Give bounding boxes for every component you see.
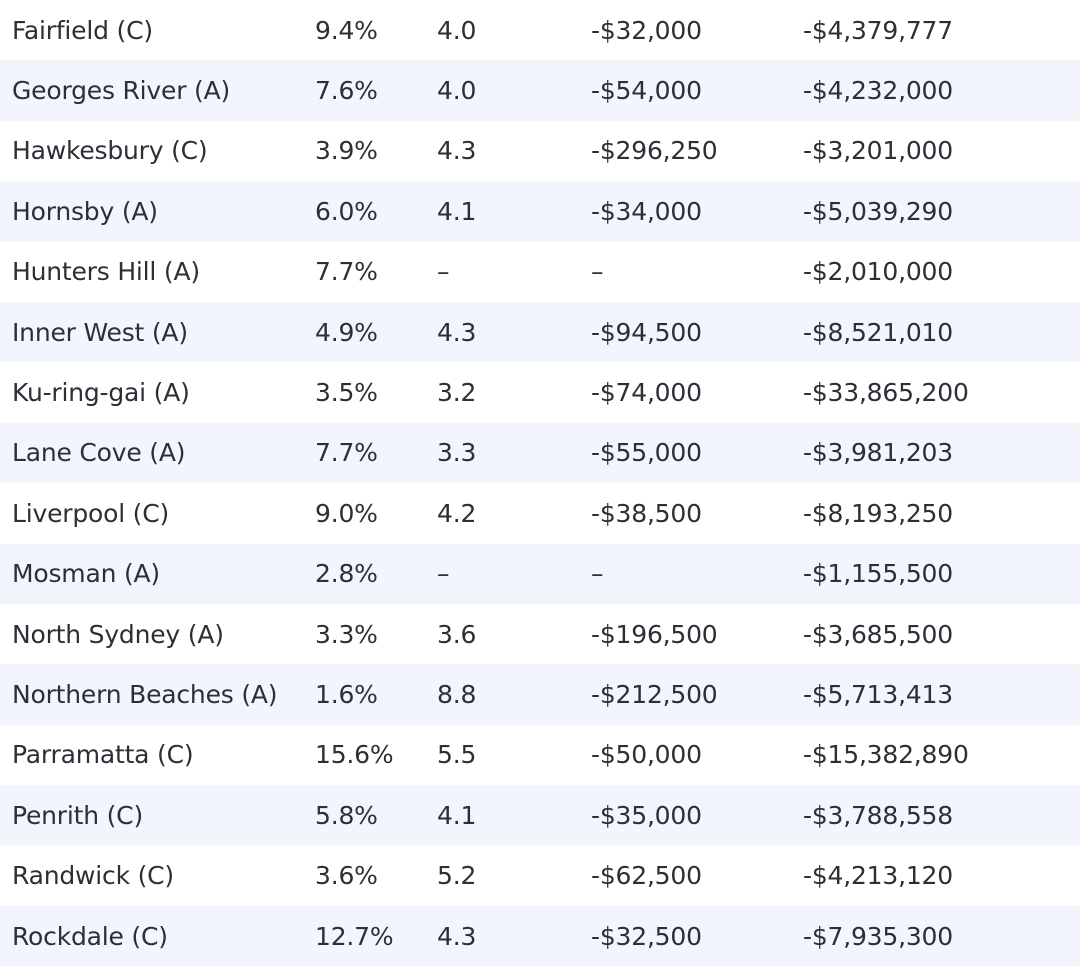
table-row: North Sydney (A) 3.3% 3.6 -$196,500 -$3,…: [0, 604, 1080, 664]
council-name: Randwick (C): [12, 861, 174, 891]
percent-value: 12.7%: [315, 921, 394, 951]
table-row: Hawkesbury (C) 3.9% 4.3 -$296,250 -$3,20…: [0, 121, 1080, 181]
council-name: Hunters Hill (A): [12, 257, 200, 287]
ratio-value: 3.2: [437, 378, 477, 408]
percent-value: 6.0%: [315, 196, 378, 226]
table-row: Parramatta (C) 15.6% 5.5 -$50,000 -$15,3…: [0, 725, 1080, 785]
ratio-value: 4.0: [437, 76, 477, 106]
amount-value: -$32,500: [591, 921, 702, 951]
amount-value: -$50,000: [591, 740, 702, 770]
ratio-value: 4.2: [437, 498, 477, 528]
amount-value: –: [591, 257, 604, 287]
total-value: -$2,010,000: [803, 257, 953, 287]
council-name: Hornsby (A): [12, 196, 158, 226]
table-row: Penrith (C) 5.8% 4.1 -$35,000 -$3,788,55…: [0, 785, 1080, 846]
amount-value: -$212,500: [591, 679, 718, 709]
table-row: Rockdale (C) 12.7% 4.3 -$32,500 -$7,935,…: [0, 905, 1080, 967]
amount-value: -$62,500: [591, 861, 702, 891]
council-name: Liverpool (C): [12, 498, 170, 528]
total-value: -$3,788,558: [803, 800, 953, 830]
ratio-value: –: [437, 257, 450, 287]
percent-value: 3.9%: [315, 136, 378, 166]
council-name: Hawkesbury (C): [12, 136, 208, 166]
council-name: Ku-ring-gai (A): [12, 378, 190, 408]
amount-value: -$35,000: [591, 800, 702, 830]
total-value: -$4,232,000: [803, 76, 953, 106]
amount-value: -$38,500: [591, 498, 702, 528]
percent-value: 7.6%: [315, 76, 378, 106]
amount-value: -$34,000: [591, 196, 702, 226]
table-row: Mosman (A) 2.8% – – -$1,155,500: [0, 543, 1080, 604]
ratio-value: 4.3: [437, 317, 477, 347]
percent-value: 3.5%: [315, 378, 378, 408]
total-value: -$3,981,203: [803, 438, 953, 468]
total-value: -$8,193,250: [803, 498, 953, 528]
percent-value: 2.8%: [315, 559, 378, 589]
ratio-value: 5.5: [437, 740, 477, 770]
table-row: Inner West (A) 4.9% 4.3 -$94,500 -$8,521…: [0, 301, 1080, 363]
ratio-value: 3.6: [437, 619, 477, 649]
percent-value: 9.4%: [315, 15, 378, 45]
percent-value: 1.6%: [315, 679, 378, 709]
total-value: -$33,865,200: [803, 378, 969, 408]
council-name: Lane Cove (A): [12, 438, 186, 468]
total-value: -$4,379,777: [803, 15, 953, 45]
table-row: Randwick (C) 3.6% 5.2 -$62,500 -$4,213,1…: [0, 845, 1080, 905]
table-row: Fairfield (C) 9.4% 4.0 -$32,000 -$4,379,…: [0, 0, 1080, 60]
percent-value: 7.7%: [315, 257, 378, 287]
amount-value: -$74,000: [591, 378, 702, 408]
council-name: Georges River (A): [12, 76, 231, 106]
total-value: -$8,521,010: [803, 317, 953, 347]
total-value: -$5,713,413: [803, 679, 953, 709]
total-value: -$7,935,300: [803, 921, 953, 951]
table-row: Lane Cove (A) 7.7% 3.3 -$55,000 -$3,981,…: [0, 422, 1080, 484]
total-value: -$5,039,290: [803, 196, 953, 226]
council-name: Mosman (A): [12, 559, 160, 589]
council-name: Fairfield (C): [12, 15, 153, 45]
total-value: -$4,213,120: [803, 861, 953, 891]
table-row: Georges River (A) 7.6% 4.0 -$54,000 -$4,…: [0, 60, 1080, 121]
amount-value: -$296,250: [591, 136, 718, 166]
percent-value: 3.6%: [315, 861, 378, 891]
ratio-value: 4.0: [437, 15, 477, 45]
council-name: Northern Beaches (A): [12, 679, 278, 709]
ratio-value: 4.1: [437, 196, 477, 226]
amount-value: -$54,000: [591, 76, 702, 106]
table-row: Liverpool (C) 9.0% 4.2 -$38,500 -$8,193,…: [0, 483, 1080, 543]
percent-value: 9.0%: [315, 498, 378, 528]
ratio-value: 8.8: [437, 679, 477, 709]
table-row: Northern Beaches (A) 1.6% 8.8 -$212,500 …: [0, 664, 1080, 725]
amount-value: -$196,500: [591, 619, 718, 649]
ratio-value: 4.3: [437, 136, 477, 166]
percent-value: 4.9%: [315, 317, 378, 347]
council-name: North Sydney (A): [12, 619, 224, 649]
percent-value: 15.6%: [315, 740, 394, 770]
council-name: Inner West (A): [12, 317, 188, 347]
amount-value: -$94,500: [591, 317, 702, 347]
percent-value: 5.8%: [315, 800, 378, 830]
council-name: Rockdale (C): [12, 921, 168, 951]
percent-value: 3.3%: [315, 619, 378, 649]
table-row: Ku-ring-gai (A) 3.5% 3.2 -$74,000 -$33,8…: [0, 362, 1080, 422]
amount-value: -$55,000: [591, 438, 702, 468]
amount-value: -$32,000: [591, 15, 702, 45]
total-value: -$15,382,890: [803, 740, 969, 770]
total-value: -$3,685,500: [803, 619, 953, 649]
table-row: Hunters Hill (A) 7.7% – – -$2,010,000: [0, 242, 1080, 302]
percent-value: 7.7%: [315, 438, 378, 468]
ratio-value: 4.1: [437, 800, 477, 830]
ratio-value: 5.2: [437, 861, 477, 891]
total-value: -$3,201,000: [803, 136, 953, 166]
ratio-value: –: [437, 559, 450, 589]
ratio-value: 4.3: [437, 921, 477, 951]
table-row: Hornsby (A) 6.0% 4.1 -$34,000 -$5,039,29…: [0, 181, 1080, 242]
council-name: Parramatta (C): [12, 740, 194, 770]
ratio-value: 3.3: [437, 438, 477, 468]
amount-value: –: [591, 559, 604, 589]
total-value: -$1,155,500: [803, 559, 953, 589]
council-name: Penrith (C): [12, 800, 143, 830]
